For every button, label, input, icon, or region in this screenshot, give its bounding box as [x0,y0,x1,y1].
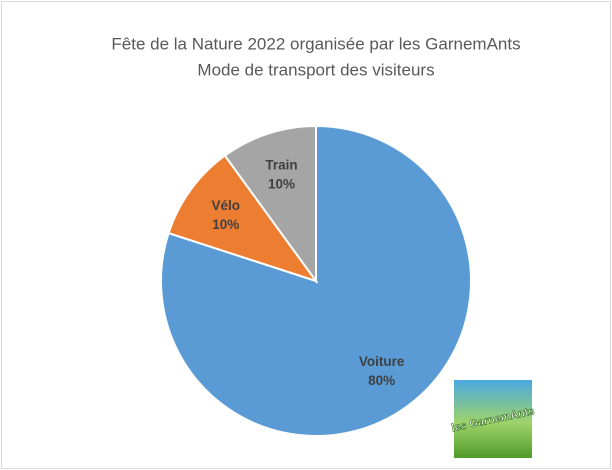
slice-category-label: Voiture [359,354,405,369]
slice-value-label: 80% [368,373,395,388]
slice-category-label: Vélo [211,198,240,213]
logo-image [454,380,532,458]
slice-value-label: 10% [268,176,295,191]
slice-value-label: 10% [212,217,239,232]
pie-slice [167,154,319,283]
logo: les GarnemAnts [450,380,536,458]
chart-title: Fête de la Nature 2022 organisée par les… [111,34,520,53]
pie-slice [160,124,472,437]
pie-slice [223,124,317,285]
chart-subtitle: Mode de transport des visiteurs [197,60,434,79]
slice-category-label: Train [265,157,297,172]
